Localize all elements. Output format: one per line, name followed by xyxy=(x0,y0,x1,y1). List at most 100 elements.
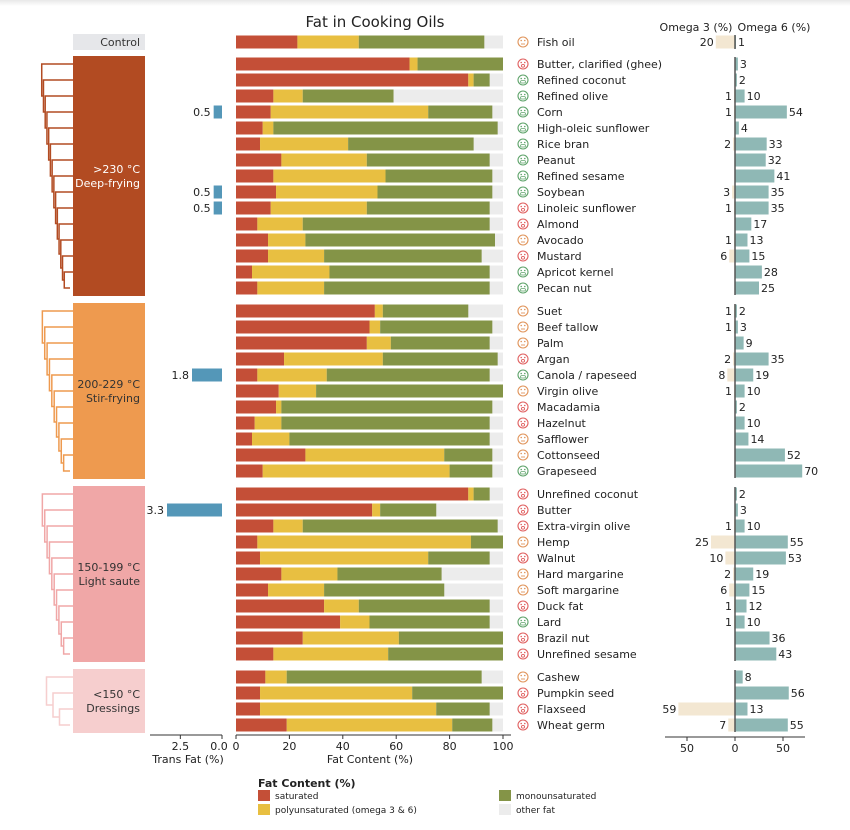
face-outline xyxy=(517,520,529,532)
fat-bar-row xyxy=(236,89,503,103)
omega6-value: 2 xyxy=(739,74,746,87)
oil-name: Corn xyxy=(537,106,563,119)
bar-polyunsaturated xyxy=(254,416,282,430)
omega6-value: 19 xyxy=(755,369,769,382)
omega6-bar xyxy=(735,217,752,231)
group-block xyxy=(73,56,145,296)
happy-face-icon xyxy=(517,74,529,86)
bar-monounsaturated xyxy=(444,448,493,462)
dendrogram-branch xyxy=(45,676,73,706)
bar-polyunsaturated xyxy=(265,670,287,684)
shocked-face-icon xyxy=(517,648,529,660)
oil-name: Virgin olive xyxy=(537,385,599,398)
bar-saturated xyxy=(236,265,253,279)
trans-fat-bar xyxy=(213,201,222,215)
omega3-bar xyxy=(727,368,735,382)
bar-saturated xyxy=(236,718,287,732)
face-mouth xyxy=(520,493,526,498)
face-eye xyxy=(524,324,526,327)
bar-saturated xyxy=(236,137,261,151)
omega-axis-tick-label: 50 xyxy=(776,742,790,755)
face-eye xyxy=(524,189,526,192)
dendrogram-branch xyxy=(43,509,73,543)
face-mouth xyxy=(520,160,526,164)
shocked-face-icon xyxy=(517,719,529,731)
face-mouth xyxy=(520,63,526,68)
omega6-value: 10 xyxy=(747,616,761,629)
face-eye xyxy=(520,635,522,638)
omega6-bar xyxy=(735,567,754,581)
face-eye xyxy=(524,141,526,144)
face-eye xyxy=(520,523,522,526)
legend-swatch xyxy=(499,790,511,801)
face-eye xyxy=(520,237,522,240)
trans-fat-value: 0.5 xyxy=(193,186,211,199)
face-outline xyxy=(517,632,529,644)
bar-saturated xyxy=(236,105,271,119)
trans-fat-value: 1.8 xyxy=(172,369,190,382)
omega6-value: 35 xyxy=(771,353,785,366)
happy-face-icon xyxy=(517,122,529,134)
omega6-bar xyxy=(735,153,766,167)
fat-bar-row xyxy=(236,670,503,684)
omega6-bar xyxy=(735,137,767,151)
face-outline xyxy=(517,568,529,580)
omega6-value: 3 xyxy=(740,504,747,517)
bar-monounsaturated xyxy=(337,567,442,581)
face-eye xyxy=(520,205,522,208)
dendrogram-branch xyxy=(58,223,73,255)
face-eye xyxy=(520,651,522,654)
face-outline xyxy=(517,600,529,612)
oil-name: Butter xyxy=(537,504,572,517)
omega-axis-tick-label: 50 xyxy=(680,742,694,755)
face-eye xyxy=(520,571,522,574)
face-eye xyxy=(524,372,526,375)
face-outline xyxy=(517,671,529,683)
trans-axis-tick-label: 0.0 xyxy=(210,740,228,753)
happy-face-icon xyxy=(517,616,529,628)
face-mouth xyxy=(520,358,526,363)
oil-name: Unrefined sesame xyxy=(537,648,637,661)
face-eye xyxy=(524,571,526,574)
bar-polyunsaturated xyxy=(276,400,282,414)
bar-saturated xyxy=(236,320,370,334)
face-eye xyxy=(524,269,526,272)
bar-saturated xyxy=(236,583,269,597)
dendrogram-branch xyxy=(58,605,73,635)
bar-monounsaturated xyxy=(302,519,498,533)
dendrogram-branch xyxy=(43,326,73,360)
fat-bar-row xyxy=(236,368,503,382)
neutral-face-icon xyxy=(517,321,529,333)
bar-monounsaturated xyxy=(326,368,490,382)
face-eye xyxy=(524,468,526,471)
face-eye xyxy=(520,372,522,375)
happy-face-icon xyxy=(517,154,529,166)
face-eye xyxy=(524,253,526,256)
face-eye xyxy=(520,674,522,677)
omega3-bar xyxy=(678,702,735,716)
face-eye xyxy=(524,651,526,654)
bar-polyunsaturated xyxy=(260,551,429,565)
bar-monounsaturated xyxy=(390,336,490,350)
omega3-value: 8 xyxy=(718,369,725,382)
axes: Trans Fat (%) Fat Content (%) 0 20 40 60 80 1… xyxy=(150,734,805,766)
omega6-value: 53 xyxy=(788,552,802,565)
face-mouth xyxy=(520,471,526,475)
face-outline xyxy=(517,719,529,731)
happy-face-icon xyxy=(517,186,529,198)
top-shadow xyxy=(0,0,850,6)
dendrogram-branch xyxy=(58,422,73,452)
omega3-value: 1 xyxy=(725,305,732,318)
face-eye xyxy=(520,706,522,709)
neutral-face-icon xyxy=(517,536,529,548)
group-block xyxy=(73,303,145,479)
bar-saturated xyxy=(236,448,306,462)
legend-swatch xyxy=(258,790,270,801)
bar-polyunsaturated xyxy=(268,583,325,597)
face-eye xyxy=(520,340,522,343)
fat-bar-row xyxy=(236,647,503,661)
face-outline xyxy=(517,353,529,365)
face-eye xyxy=(524,61,526,64)
omega6-bar xyxy=(735,336,744,350)
bar-saturated xyxy=(236,336,367,350)
